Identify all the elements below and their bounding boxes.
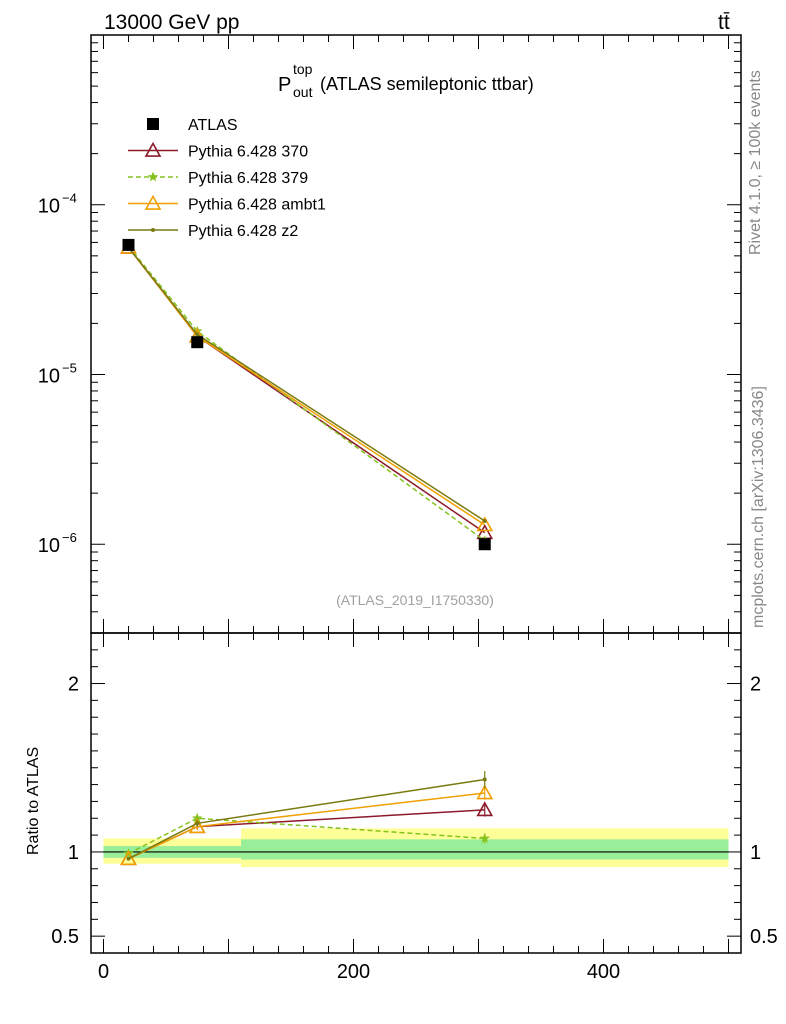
ratio-data-point [120,850,137,866]
legend-item: Pythia 6.428 379 [128,170,308,187]
legend-label: Pythia 6.428 ambt1 [188,197,326,214]
y-tick-label: 10 [38,535,60,557]
data-point [122,238,135,251]
title-rest: (ATLAS semileptonic ttbar) [320,74,534,94]
ratio-data-point [476,784,494,800]
legend-label: Pythia 6.428 379 [188,170,308,187]
series-pythia-6-428-z2 [126,245,487,524]
legend-item: Pythia 6.428 z2 [128,223,298,240]
legend-marker [144,141,162,157]
ratio-data-point [195,821,200,826]
legend-marker [147,118,159,130]
series-line [127,247,486,526]
x-tick-label: 400 [587,961,620,983]
series-atlas [122,238,491,551]
ratio-axis-ticks: 0.5 0.5 1 1 2 2 0 200 400 [51,632,778,983]
legend-marker [144,194,162,210]
ratio-data-point [479,833,490,843]
process-label: tt̄ [718,11,730,34]
legend-item: ATLAS [147,117,238,134]
ratio-y-tick-label-right: 1 [750,842,761,864]
legend-label: Pythia 6.428 370 [188,144,308,161]
band-green [241,839,729,860]
y-tick-exponent: −4 [62,191,77,206]
ratio-data-point [126,856,131,861]
ratio-series-pythia-6-428-z2 [126,771,487,861]
data-point [191,336,204,349]
legend-marker [151,228,155,232]
legend-marker [147,171,159,182]
series-line [127,247,486,522]
ratio-data-point [482,777,487,782]
legend-item: Pythia 6.428 ambt1 [128,194,326,214]
series-line [127,245,486,542]
ratio-uncertainty-bands [103,828,729,868]
y-tick-exponent: −6 [62,530,77,545]
ratio-y-tick-label-right: 2 [750,674,761,696]
ratio-y-tick-label: 1 [68,842,79,864]
ratio-ylabel: Ratio to ATLAS [25,747,42,855]
data-point [195,332,200,337]
title-main: P [278,74,291,96]
data-point [476,516,494,532]
analysis-label: (ATLAS_2019_I1750330) [336,592,494,608]
ratio-data-point [188,818,206,834]
ratio-data-point [192,812,203,823]
legend: ATLAS Pythia 6.428 370 Pythia 6.428 379 Pyt… [128,117,326,240]
series-pythia-6-428-ambt1 [120,238,494,532]
title-sup: top [293,61,313,77]
main-axis-ticks: 10−410−510−6 [38,34,741,634]
y-tick-exponent: −5 [62,360,77,375]
ratio-y-tick-label-right: 0.5 [750,926,778,948]
rivet-label: Rivet 4.1.0, ≥ 100k events [747,70,764,255]
energy-label: 13000 GeV pp [104,11,239,34]
ratio-data-point [476,801,494,817]
ratio-series-group [120,771,494,866]
ratio-y-tick-label: 0.5 [51,926,79,948]
x-tick-label: 200 [337,961,370,983]
ratio-y-tick-label: 2 [68,674,79,696]
main-title: P top out (ATLAS semileptonic ttbar) [278,61,534,100]
x-tick-label: 0 [98,961,109,983]
y-tick-label: 10 [38,365,60,387]
legend-label: ATLAS [188,117,238,134]
y-tick-label: 10 [38,196,60,218]
legend-item: Pythia 6.428 370 [128,141,308,161]
title-sub: out [293,84,313,100]
legend-label: Pythia 6.428 z2 [188,223,298,240]
ratio-panel-frame [90,632,742,954]
data-point [478,538,491,551]
ratio-series-line [128,817,485,855]
source-label: mcplots.cern.ch [arXiv:1306.3436] [750,386,767,628]
data-point [482,519,487,524]
main-series-group [120,238,494,551]
